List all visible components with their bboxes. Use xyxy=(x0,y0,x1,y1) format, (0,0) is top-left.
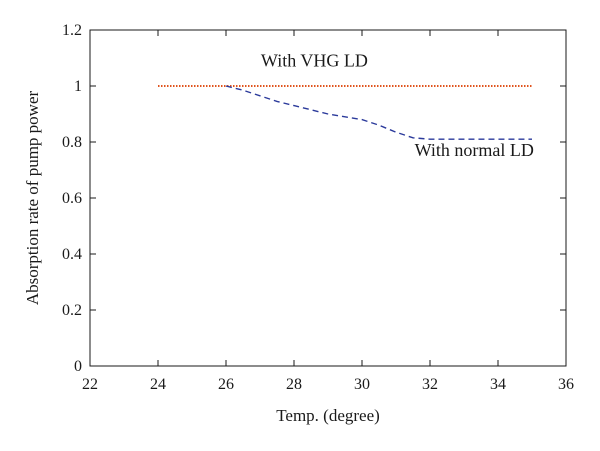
x-tick-label: 28 xyxy=(286,376,302,393)
annotation-label: With VHG LD xyxy=(261,50,368,70)
x-axis: 22 24 26 28 30 32 34 36 xyxy=(82,30,574,393)
y-tick-label: 0.2 xyxy=(62,302,82,319)
y-axis: 0 0.2 0.4 0.6 0.8 1 1.2 xyxy=(62,22,566,375)
y-axis-label: Absorption rate of pump power xyxy=(23,90,42,305)
x-tick-label: 30 xyxy=(354,376,370,393)
plot-frame xyxy=(89,29,567,367)
y-tick-label: 0.4 xyxy=(62,246,82,263)
x-tick-label: 26 xyxy=(218,376,234,393)
y-tick-label: 0.8 xyxy=(62,134,82,151)
annotation-layer: With VHG LD With normal LD xyxy=(261,50,534,160)
y-tick-label: 0.6 xyxy=(62,190,82,207)
y-tick-label: 0 xyxy=(74,358,82,375)
series-line-normal-ld xyxy=(225,85,532,140)
x-axis-label: Temp. (degree) xyxy=(276,406,380,425)
x-tick-label: 34 xyxy=(490,376,506,393)
y-tick-label: 1.2 xyxy=(62,22,82,39)
x-tick-label: 32 xyxy=(422,376,438,393)
y-tick-label: 1 xyxy=(74,78,82,95)
annotation-label: With normal LD xyxy=(415,140,534,160)
x-tick-label: 22 xyxy=(82,376,98,393)
x-tick-label: 36 xyxy=(558,376,574,393)
series-layer xyxy=(158,85,532,140)
x-tick-label: 24 xyxy=(150,376,166,393)
